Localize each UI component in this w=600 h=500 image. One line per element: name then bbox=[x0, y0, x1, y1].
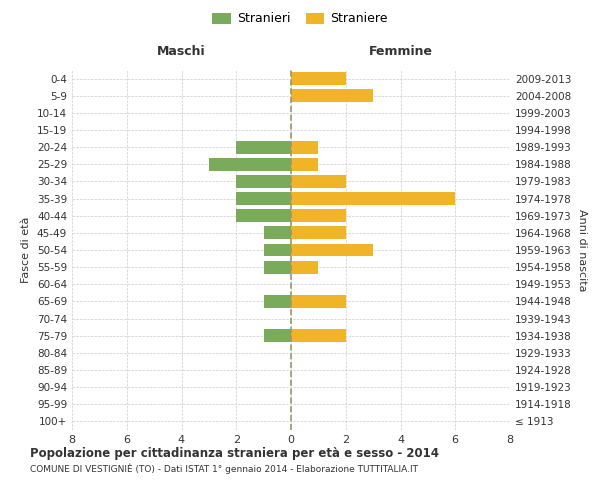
Text: Popolazione per cittadinanza straniera per età e sesso - 2014: Popolazione per cittadinanza straniera p… bbox=[30, 448, 439, 460]
Bar bbox=[291, 226, 346, 239]
Bar bbox=[291, 158, 319, 170]
Bar bbox=[291, 295, 346, 308]
Bar bbox=[291, 244, 373, 256]
Bar bbox=[291, 210, 346, 222]
Bar bbox=[291, 330, 346, 342]
Bar bbox=[291, 175, 346, 188]
Bar bbox=[291, 140, 319, 153]
Y-axis label: Anni di nascita: Anni di nascita bbox=[577, 209, 587, 291]
Bar bbox=[263, 260, 291, 274]
Bar bbox=[236, 175, 291, 188]
Bar bbox=[236, 192, 291, 205]
Bar bbox=[263, 295, 291, 308]
Y-axis label: Fasce di età: Fasce di età bbox=[22, 217, 31, 283]
Bar bbox=[263, 330, 291, 342]
Bar bbox=[291, 90, 373, 102]
Bar bbox=[291, 260, 319, 274]
Text: COMUNE DI VESTIGNIÈ (TO) - Dati ISTAT 1° gennaio 2014 - Elaborazione TUTTITALIA.: COMUNE DI VESTIGNIÈ (TO) - Dati ISTAT 1°… bbox=[30, 464, 418, 474]
Legend: Stranieri, Straniere: Stranieri, Straniere bbox=[208, 8, 392, 29]
Bar bbox=[209, 158, 291, 170]
Text: Femmine: Femmine bbox=[368, 45, 433, 58]
Bar bbox=[291, 72, 346, 85]
Bar bbox=[236, 140, 291, 153]
Bar bbox=[236, 210, 291, 222]
Bar bbox=[291, 192, 455, 205]
Bar bbox=[263, 244, 291, 256]
Text: Maschi: Maschi bbox=[157, 45, 206, 58]
Bar bbox=[263, 226, 291, 239]
